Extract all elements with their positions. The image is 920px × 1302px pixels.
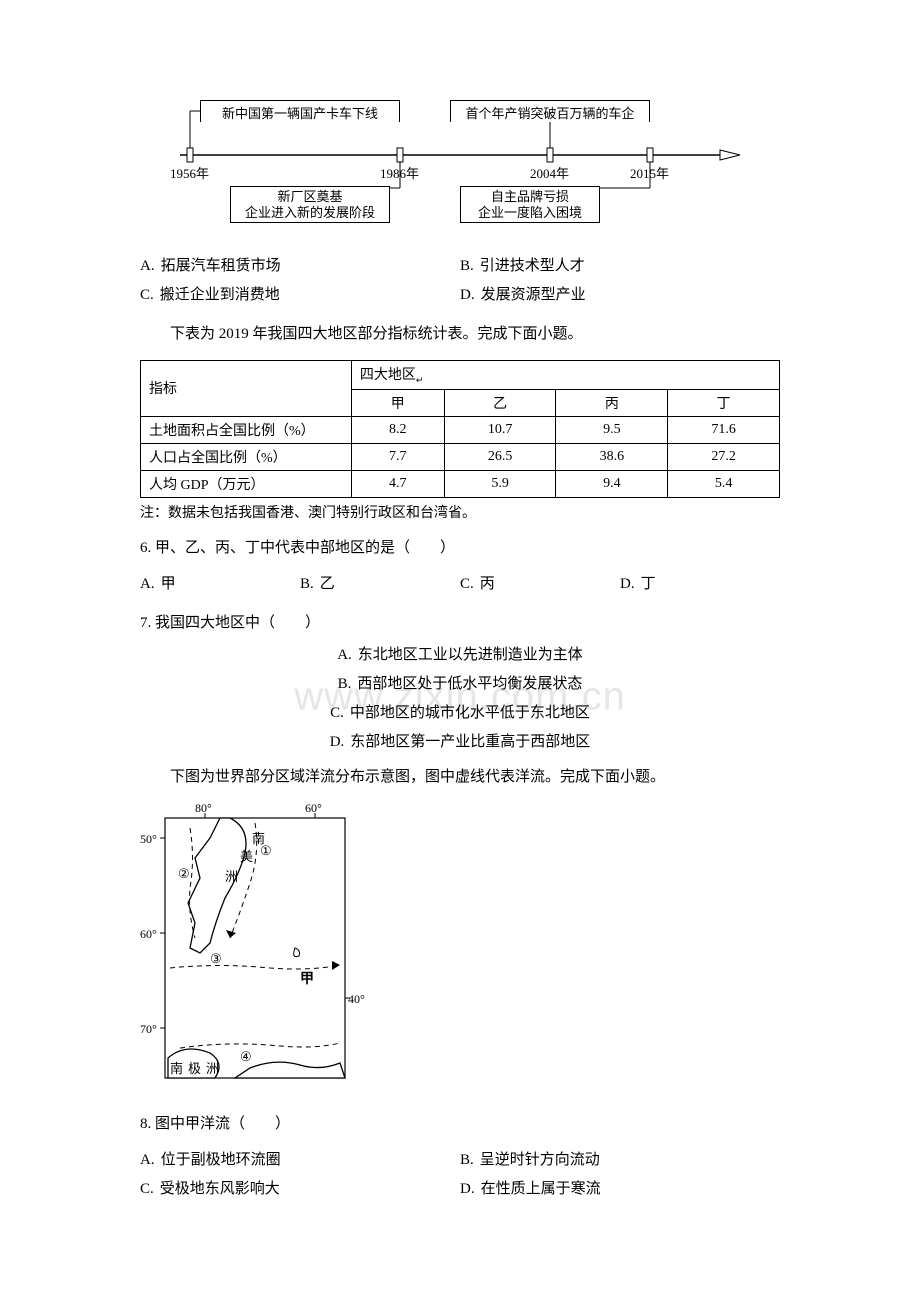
- q6-opt-c: C.丙: [460, 568, 620, 597]
- map-point-jia: 甲: [300, 971, 314, 987]
- timeline-bottom-box-2b: 企业一度陷入困境: [467, 205, 593, 221]
- table-header-left: 指标: [141, 361, 352, 417]
- q7-opt-a: A.东北地区工业以先进制造业为主体: [140, 643, 780, 664]
- q5-opt-c: C.搬迁企业到消费地: [140, 279, 460, 308]
- timeline-top-box-2: 首个年产销突破百万辆的车企: [450, 100, 650, 122]
- timeline-bottom-box-1b: 企业进入新的发展阶段: [237, 205, 383, 221]
- table-sub-2: 乙: [444, 389, 556, 416]
- q8-opt-b: B.呈逆时针方向流动: [460, 1144, 780, 1173]
- table-sub-3: 丙: [556, 389, 668, 416]
- q8-opt-c: C.受极地东风影响大: [140, 1173, 460, 1202]
- timeline-bottom-box-2a: 自主品牌亏损: [467, 189, 593, 205]
- map-lon-2: 60°: [305, 803, 322, 815]
- map-lat-2: 60°: [140, 927, 157, 941]
- table-header-right: 四大地区↵: [351, 361, 779, 390]
- map-num-4: ④: [240, 1049, 252, 1064]
- q6-options: A.甲 B.乙 C.丙 D.丁: [140, 568, 780, 597]
- regions-table: 指标 四大地区↵ 甲 乙 丙 丁 土地面积占全国比例（%） 8.2 10.7 9…: [140, 360, 780, 498]
- ocean-current-map: 80° 60° 40° 50° 60° 70°: [140, 803, 780, 1098]
- q5-opt-a: A.拓展汽车租赁市场: [140, 250, 460, 279]
- q8-opt-a: A.位于副极地环流圈: [140, 1144, 460, 1173]
- timeline-diagram: 新中国第一辆国产卡车下线 首个年产销突破百万辆的车企 1956年 1986年 2…: [140, 100, 780, 235]
- q7-opt-c: C.中部地区的城市化水平低于东北地区: [140, 701, 780, 722]
- map-lon-3: 40°: [348, 992, 365, 1006]
- q5-options: A.拓展汽车租赁市场 B.引进技术型人才 C.搬迁企业到消费地 D.发展资源型产…: [140, 250, 780, 308]
- timeline-year-3: 2004年: [530, 166, 569, 181]
- map-label-zhou2: 洲: [206, 1061, 219, 1076]
- timeline-year-1: 1956年: [170, 166, 209, 181]
- table-sub-4: 丁: [668, 389, 780, 416]
- map-num-3: ③: [210, 951, 222, 966]
- map-num-1: ①: [260, 843, 272, 858]
- map-num-2: ②: [178, 866, 190, 881]
- table-note: 注：数据未包括我国香港、澳门特别行政区和台湾省。: [140, 502, 780, 522]
- q6-opt-a: A.甲: [140, 568, 300, 597]
- timeline-top-box-1: 新中国第一辆国产卡车下线: [200, 100, 400, 122]
- q7-options: www.zixin.com.cn A.东北地区工业以先进制造业为主体 B.西部地…: [140, 643, 780, 751]
- q5-opt-d: D.发展资源型产业: [460, 279, 780, 308]
- q7-opt-d: D.东部地区第一产业比重高于西部地区: [140, 730, 780, 751]
- q8-options: A.位于副极地环流圈 B.呈逆时针方向流动 C.受极地东风影响大 D.在性质上属…: [140, 1144, 780, 1202]
- map-label-ji: 极: [188, 1061, 201, 1076]
- map-lat-1: 50°: [140, 832, 157, 846]
- q5-opt-b: B.引进技术型人才: [460, 250, 780, 279]
- map-label-nan2: 南: [170, 1061, 183, 1076]
- table-row: 人均 GDP（万元） 4.7 5.9 9.4 5.4: [141, 470, 780, 497]
- q7-opt-b: B.西部地区处于低水平均衡发展状态: [140, 672, 780, 693]
- table-row: 人口占全国比例（%） 7.7 26.5 38.6 27.2: [141, 443, 780, 470]
- q6-opt-b: B.乙: [300, 568, 460, 597]
- map-label-zhou1: 洲: [225, 869, 238, 884]
- map-intro: 下图为世界部分区域洋流分布示意图，图中虚线代表洋流。完成下面小题。: [140, 765, 780, 789]
- map-lon-1: 80°: [195, 803, 212, 815]
- timeline-bottom-box-1a: 新厂区奠基: [237, 189, 383, 205]
- q6-opt-d: D.丁: [620, 568, 780, 597]
- table-row: 土地面积占全国比例（%） 8.2 10.7 9.5 71.6: [141, 416, 780, 443]
- q6-stem: 6. 甲、乙、丙、丁中代表中部地区的是（ ）: [140, 536, 780, 560]
- table-sub-1: 甲: [351, 389, 444, 416]
- map-label-mei: 美: [240, 849, 253, 864]
- table-intro: 下表为 2019 年我国四大地区部分指标统计表。完成下面小题。: [140, 322, 780, 346]
- q8-opt-d: D.在性质上属于寒流: [460, 1173, 780, 1202]
- q7-stem: 7. 我国四大地区中（ ）: [140, 611, 780, 635]
- map-lat-3: 70°: [140, 1022, 157, 1036]
- q8-stem: 8. 图中甲洋流（ ）: [140, 1112, 780, 1136]
